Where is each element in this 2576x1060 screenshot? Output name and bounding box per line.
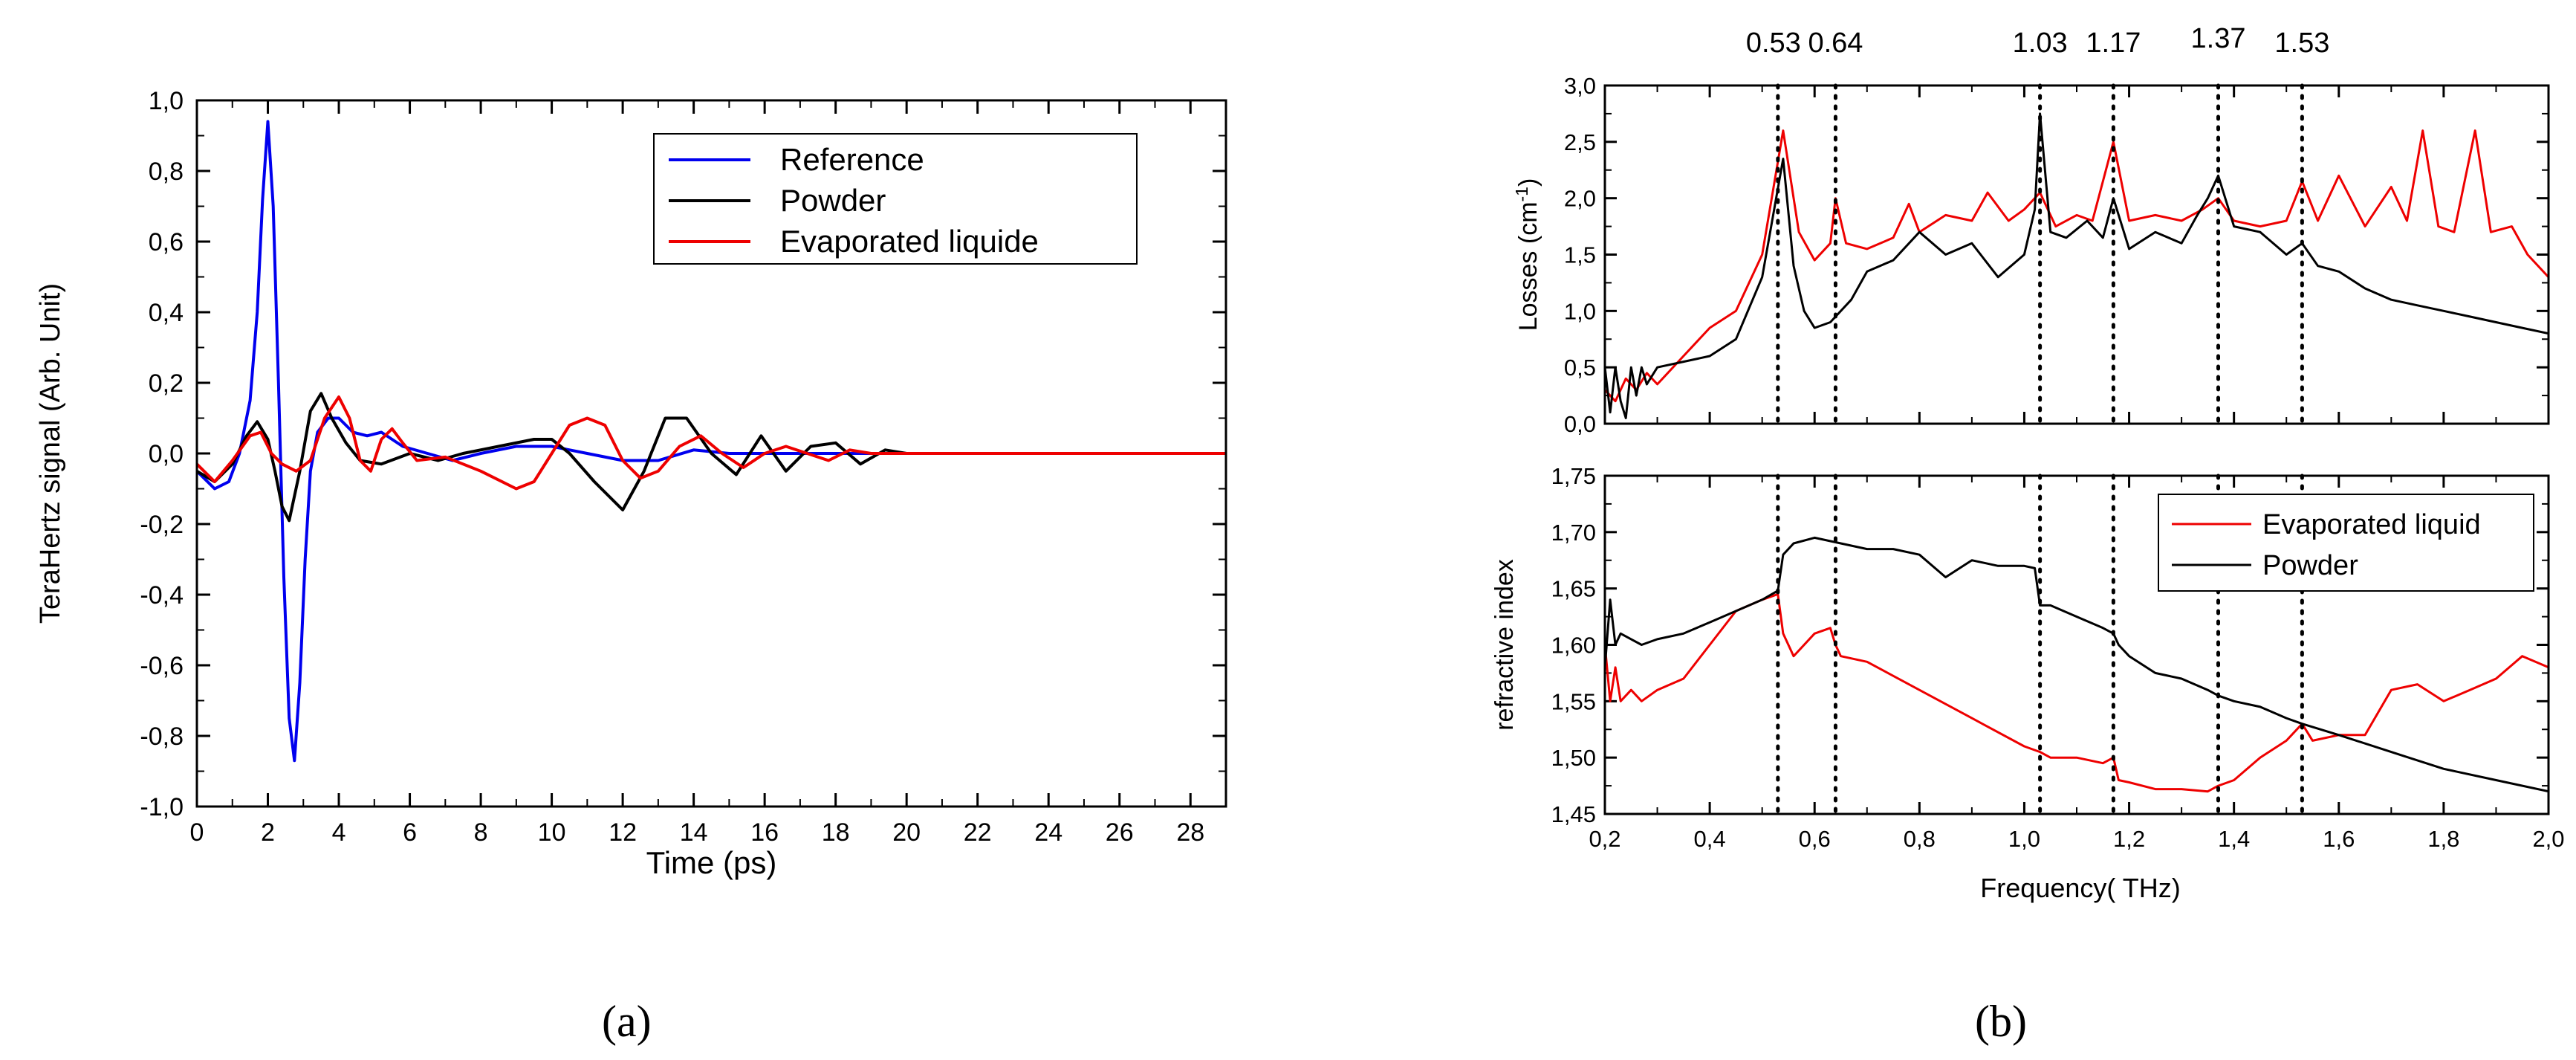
a-ytick-label: 1,0 — [149, 87, 184, 115]
b-xtick-label: 0,4 — [1694, 826, 1726, 852]
a-series-0-line — [195, 120, 1226, 763]
a-legend-label-0: Reference — [780, 142, 924, 177]
b-xtick-label: 0,8 — [1904, 826, 1936, 852]
a-xtick-label: 22 — [964, 818, 992, 847]
b-ytick-label: 1,55 — [1551, 688, 1596, 714]
a-ytick-label: -0,8 — [140, 723, 184, 751]
b-marker-label: 0.64 — [1808, 28, 1863, 59]
a-xtick-label: 12 — [609, 818, 637, 847]
b-xtick-label: 0,2 — [1589, 826, 1620, 852]
a-ytick-label: 0,2 — [149, 369, 184, 398]
b-ytick-label: 2,5 — [1564, 129, 1596, 155]
chart-a: -1,0 -0,8 -0,6 -0,4 -0,2 0,0 0,2 0,4 0,6 0,8 1,0 0 2… — [35, 87, 1227, 880]
b-subplot-losses: 0,0 0,5 1,0 1,5 2,0 2,5 3,0 Losses (cm-1) — [1512, 73, 2550, 437]
b-losses-frame — [1603, 84, 2550, 425]
a-plot-frame — [195, 99, 1227, 808]
b-ytick-label: 1,50 — [1551, 745, 1596, 771]
b-xtick-label: 0,6 — [1799, 826, 1831, 852]
a-xtick-label: 28 — [1176, 818, 1204, 847]
a-xtick-label: 0 — [190, 818, 204, 847]
a-legend-label-1: Powder — [780, 183, 886, 218]
b-marker-label: 0.53 — [1746, 28, 1801, 59]
a-ytick-label: -0,6 — [140, 652, 184, 680]
a-xtick-label: 18 — [822, 818, 850, 847]
b-losses-series-0-line — [1603, 129, 2550, 403]
b-refractive-series-0-line — [1603, 592, 2549, 793]
b-xtick-label: 1,2 — [2113, 826, 2145, 852]
a-xtick-label: 26 — [1106, 818, 1134, 847]
b-ytick-label: 1,60 — [1551, 633, 1596, 659]
a-series-1-line — [195, 392, 1226, 523]
a-ytick-label: -1,0 — [140, 793, 184, 821]
b-ylabel-losses: Losses (cm-1) — [1512, 178, 1542, 332]
b-xtick-label: 1,0 — [2008, 826, 2040, 852]
b-refractive-series-1-line — [1603, 536, 2549, 793]
a-xtick-label: 10 — [538, 818, 566, 847]
b-ytick-label: 1,70 — [1551, 520, 1596, 546]
a-xtick-label: 8 — [474, 818, 488, 847]
a-xtick-label: 4 — [332, 818, 346, 847]
caption-a: (a) — [602, 996, 652, 1047]
a-series-2-line — [195, 395, 1226, 491]
a-ytick-label: 0,6 — [149, 228, 184, 256]
b-legend-label-0: Evaporated liquid — [2262, 509, 2481, 540]
b-xtick-label: 2,0 — [2532, 826, 2564, 852]
b-ytick-label: 3,0 — [1564, 73, 1596, 99]
b-legend-label-1: Powder — [2262, 550, 2358, 581]
caption-b: (b) — [1975, 996, 2027, 1047]
a-xtick-label: 2 — [261, 818, 275, 847]
a-xlabel: Time (ps) — [646, 845, 777, 880]
b-legend-box — [2158, 494, 2534, 592]
b-marker-label: 1.37 — [2191, 23, 2246, 54]
a-ytick-label: -0,4 — [140, 581, 184, 610]
b-marker-label: 1.17 — [2086, 28, 2141, 59]
a-xtick-label: 16 — [750, 818, 779, 847]
b-xlabel: Frequency( THz) — [1980, 873, 2180, 903]
b-marker-label: 1.03 — [2013, 28, 2068, 59]
a-xtick-label: 14 — [680, 818, 708, 847]
caption-a-text: (a) — [602, 997, 652, 1046]
b-ytick-label: 1,5 — [1564, 242, 1596, 268]
b-ytick-label: 1,0 — [1564, 298, 1596, 324]
caption-b-text: (b) — [1975, 997, 2027, 1046]
b-marker-label: 1.53 — [2274, 28, 2329, 59]
a-ytick-label: -0,2 — [140, 511, 184, 539]
a-xtick-label: 20 — [892, 818, 921, 847]
b-losses-series-1-line — [1603, 112, 2549, 419]
b-ytick-label: 1,75 — [1551, 463, 1596, 489]
a-xtick-label: 6 — [403, 818, 417, 847]
b-ytick-label: 2,0 — [1564, 186, 1596, 212]
b-ytick-label: 0,5 — [1564, 355, 1596, 381]
a-ytick-label: 0,4 — [149, 299, 184, 327]
b-ytick-label: 0,0 — [1564, 411, 1596, 437]
a-ylabel: TeraHertz signal (Arb. Unit) — [35, 283, 66, 624]
a-xtick-label: 24 — [1034, 818, 1062, 847]
a-ytick-label: 0,0 — [149, 440, 184, 468]
b-ytick-label: 1,45 — [1551, 801, 1596, 827]
a-legend-label-2: Evaporated liquide — [780, 224, 1039, 259]
b-xtick-label: 1,8 — [2427, 826, 2459, 852]
b-xtick-label: 1,6 — [2323, 826, 2355, 852]
b-refractive-frame — [1603, 474, 2550, 815]
b-xtick-label: 1,4 — [2218, 826, 2250, 852]
b-ylabel-refractive: refractive index — [1490, 559, 1519, 731]
a-ytick-label: 0,8 — [149, 158, 184, 186]
b-ytick-label: 1,65 — [1551, 576, 1596, 602]
b-subplot-refractive: 1,45 1,50 1,55 1,60 1,65 1,70 1,75 refractive i… — [1490, 463, 2550, 827]
